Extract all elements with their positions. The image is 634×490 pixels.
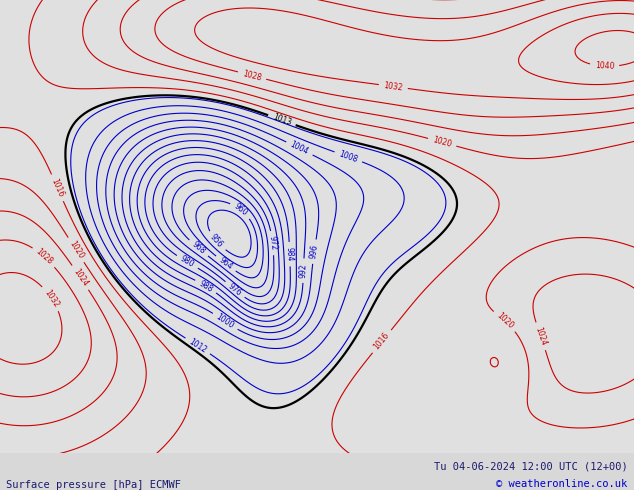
- Text: 964: 964: [217, 256, 234, 272]
- Text: Tu 04-06-2024 12:00 UTC (12+00): Tu 04-06-2024 12:00 UTC (12+00): [434, 462, 628, 471]
- Text: 1012: 1012: [187, 337, 208, 355]
- Text: 1032: 1032: [383, 81, 403, 92]
- Text: 960: 960: [232, 202, 249, 218]
- Text: 1024: 1024: [533, 326, 548, 347]
- Text: 1020: 1020: [432, 135, 453, 149]
- Text: 1016: 1016: [49, 177, 65, 198]
- Text: 1004: 1004: [288, 140, 310, 157]
- Text: 980: 980: [179, 254, 196, 270]
- Text: 1024: 1024: [71, 267, 89, 288]
- Text: 956: 956: [209, 233, 225, 250]
- Text: 976: 976: [226, 282, 243, 298]
- Text: 1028: 1028: [242, 69, 262, 82]
- Text: 988: 988: [197, 279, 214, 294]
- Text: 968: 968: [190, 240, 207, 256]
- Text: 1028: 1028: [34, 247, 55, 267]
- Text: 992: 992: [299, 263, 308, 278]
- Text: 984: 984: [285, 247, 294, 262]
- Text: Surface pressure [hPa] ECMWF: Surface pressure [hPa] ECMWF: [6, 480, 181, 490]
- Text: 1000: 1000: [214, 312, 236, 330]
- Text: © weatheronline.co.uk: © weatheronline.co.uk: [496, 479, 628, 489]
- Text: 1040: 1040: [595, 61, 614, 71]
- Text: 1020: 1020: [495, 311, 515, 331]
- Text: 1016: 1016: [372, 331, 391, 352]
- Text: 1013: 1013: [271, 113, 292, 128]
- Text: 996: 996: [309, 244, 320, 260]
- Text: 972: 972: [268, 235, 278, 251]
- Text: 1032: 1032: [42, 288, 60, 309]
- Text: 1008: 1008: [338, 149, 359, 164]
- Text: 1020: 1020: [67, 240, 85, 261]
